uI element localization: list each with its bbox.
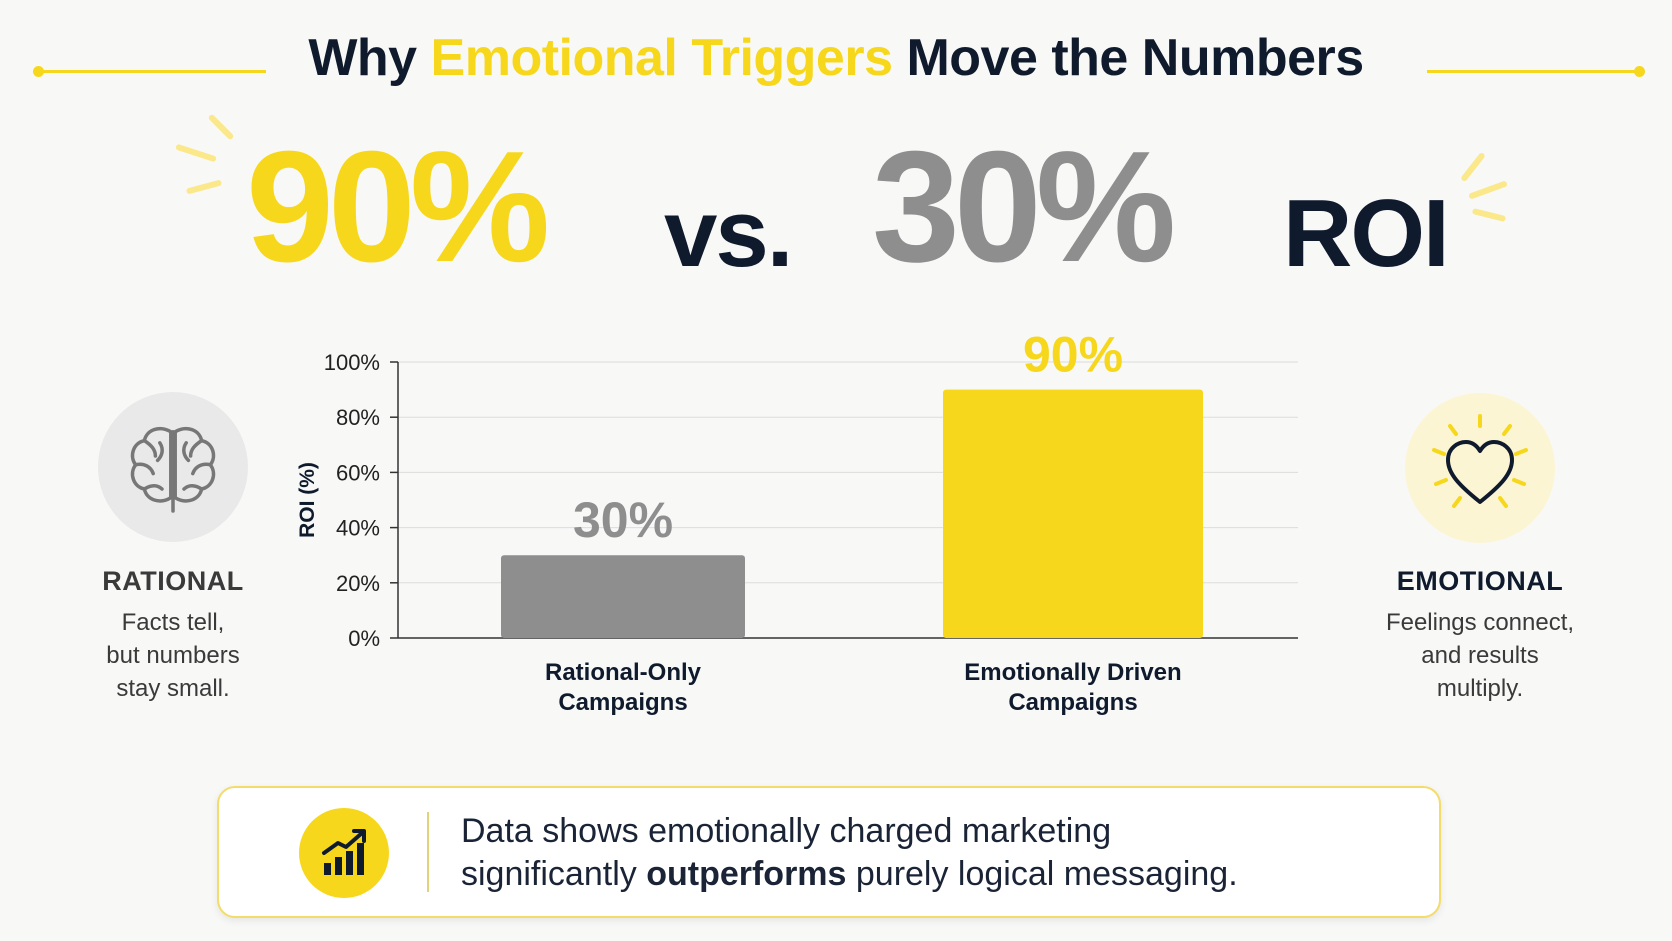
category-label: Campaigns [1008, 689, 1137, 716]
callout-emphasis: outperforms [646, 855, 847, 893]
y-tick-label: 60% [336, 460, 380, 485]
title-after: Move the Numbers [892, 29, 1364, 87]
callout-icon-badge [299, 808, 389, 898]
headline-value-emotional: 90% [246, 119, 550, 295]
rational-caption-line: stay small. [116, 675, 230, 702]
category-label: Emotionally Driven [964, 659, 1181, 686]
roi-bar-chart: 0% 20% 40% 60% 80% 100% ROI (%) 30% Rational-Onl… [296, 327, 1298, 716]
title-highlight: Emotional Triggers [430, 29, 893, 87]
rational-caption-line: Facts tell, [121, 609, 225, 636]
y-tick-label: 0% [348, 626, 380, 651]
y-axis-title: ROI (%) [296, 462, 319, 538]
bar [501, 555, 745, 638]
bar-value-label: 30% [573, 492, 673, 548]
callout-line-1: Data shows emotionally charged marketing [461, 812, 1112, 850]
callout-text: Data shows emotionally charged marketing… [461, 810, 1401, 896]
trending-chart-icon [322, 829, 366, 875]
category-label: Campaigns [558, 689, 687, 716]
headline-roi: ROI [1283, 180, 1450, 287]
rational-icon-badge [98, 392, 248, 542]
rational-caption: Facts tell, but numbers stay small. [73, 606, 273, 705]
y-tick-label: 80% [336, 405, 380, 430]
title-before: Why [308, 29, 431, 87]
title-rule-left [38, 70, 266, 73]
title-dot-right [1634, 66, 1645, 77]
emotional-label: EMOTIONAL [1396, 566, 1564, 596]
title-row [0, 20, 1672, 90]
sparkle-ray [175, 143, 217, 163]
bar [943, 389, 1203, 638]
sparkle-ray [207, 113, 235, 141]
rational-caption-line: but numbers [106, 642, 240, 669]
heart-icon [1432, 414, 1528, 508]
callout-line-2: significantly outperforms purely logical… [461, 853, 1401, 896]
title-rule-right [1427, 70, 1635, 73]
sparkle-ray [1471, 207, 1507, 223]
rational-label: RATIONAL [102, 566, 244, 596]
emotional-caption-line: multiply. [1436, 675, 1524, 702]
bar-value-label: 90% [1023, 327, 1123, 383]
callout-divider [427, 812, 429, 892]
headline-value-rational: 30% [872, 119, 1176, 295]
y-tick-label: 40% [336, 516, 380, 541]
sparkle-ray [1468, 180, 1508, 200]
emotional-caption: Feelings connect, and results multiply. [1360, 606, 1600, 705]
emotional-caption-line: Feelings connect, [1385, 609, 1575, 636]
callout-line-2-after: purely logical messaging. [846, 855, 1238, 893]
brain-icon [130, 427, 216, 513]
sparkle-ray [1460, 151, 1486, 183]
sparkle-ray [185, 179, 223, 195]
page-title: Why Emotional Triggers Move the Numbers [0, 28, 1672, 88]
y-tick-label: 100% [324, 350, 380, 375]
category-label: Rational-Only [545, 659, 702, 686]
insight-callout: Data shows emotionally charged marketing… [217, 786, 1441, 918]
emotional-caption-line: and results [1421, 642, 1539, 669]
callout-line-2-before: significantly [461, 855, 647, 893]
headline-vs: vs. [664, 180, 793, 287]
emotional-icon-badge [1405, 393, 1555, 543]
y-tick-label: 20% [336, 571, 380, 596]
title-dot-left [33, 66, 44, 77]
